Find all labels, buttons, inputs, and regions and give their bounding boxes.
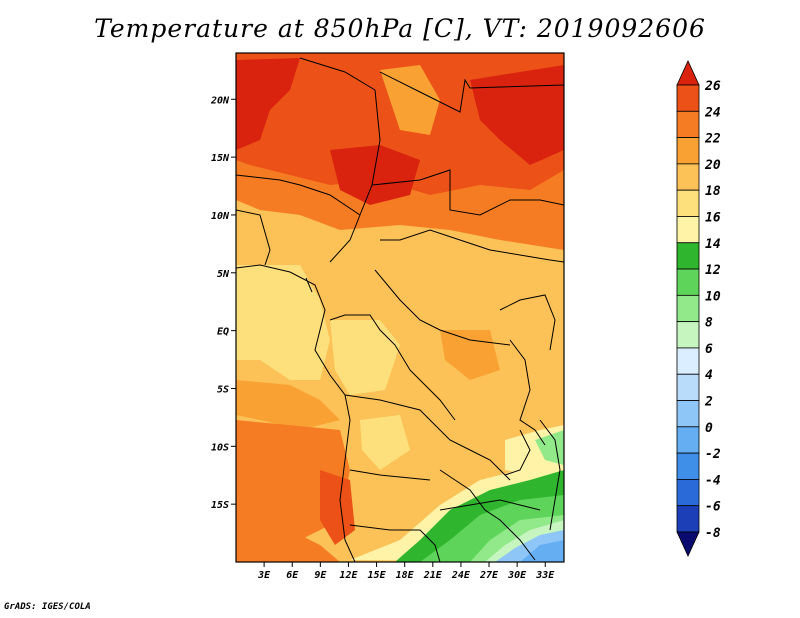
colorbar-label: 8	[705, 316, 713, 331]
lon-tick-label: 3E	[257, 570, 271, 581]
colorbar-label: 18	[705, 184, 721, 199]
colorbar-box	[676, 242, 700, 270]
colorbar-label: 0	[705, 421, 713, 436]
colorbar-label: 24	[704, 105, 721, 120]
lon-tick-label: 6E	[286, 570, 299, 581]
lon-tick-label: 27E	[479, 570, 499, 581]
colorbar-box	[676, 452, 700, 480]
colorbar-top-extension	[676, 60, 700, 86]
lon-tick-label: 30E	[507, 570, 527, 581]
colorbar-box	[676, 84, 700, 112]
colorbar-label: -8	[705, 526, 721, 541]
lat-tick-label: 10N	[211, 211, 230, 222]
colorbar-box	[676, 294, 700, 323]
lon-tick-label: 9E	[314, 570, 327, 581]
colorbar-label: 4	[705, 368, 713, 383]
lat-tick-label: EQ	[217, 327, 229, 338]
colorbar-box	[676, 400, 700, 428]
map-frame	[235, 52, 565, 563]
colorbar-label: 14	[705, 237, 721, 252]
colorbar-label: -2	[705, 447, 721, 462]
colorbar-box	[676, 137, 700, 165]
colorbar-bottom-extension	[676, 531, 700, 557]
colorbar-box	[676, 268, 700, 296]
colorbar-box	[676, 505, 700, 533]
colorbar-label: 12	[705, 263, 721, 278]
lon-tick-label: 21E	[423, 570, 443, 581]
colorbar-label: 22	[704, 132, 721, 147]
lat-tick-label: 10S	[211, 442, 229, 453]
lat-tick-label: 5N	[217, 269, 230, 280]
colorbar-box	[676, 479, 700, 507]
colorbar-label: 6	[705, 342, 713, 357]
colorbar-box	[676, 216, 700, 244]
colorbar-label: -6	[705, 500, 721, 515]
colorbar-label: 26	[704, 79, 721, 94]
plot-title: Temperature at 850hPa [C], VT: 201909260…	[94, 14, 706, 43]
colorbar-label: 2	[704, 395, 713, 410]
lon-tick-label: 33E	[535, 570, 555, 581]
lat-tick-label: 15S	[211, 500, 229, 511]
lon-tick-label: 24E	[451, 570, 471, 581]
longitude-axis: 3E 6E 9E 12E 15E 18E 21E 24E 27E 30E 33E	[257, 562, 555, 581]
colorbar-label: -4	[705, 473, 721, 488]
lat-tick-label: 20N	[210, 95, 230, 106]
colorbar-label: 16	[705, 210, 721, 225]
grads-credit: GrADS: IGES/COLA	[4, 602, 91, 612]
temperature-field	[236, 53, 564, 562]
lat-tick-label: 5S	[217, 384, 229, 395]
lon-tick-label: 15E	[368, 570, 387, 581]
lon-tick-label: 18E	[396, 570, 415, 581]
lat-tick-label: 15N	[211, 153, 230, 164]
country-borders	[236, 57, 564, 562]
colorbar-label: 10	[705, 289, 721, 304]
colorbar-box	[676, 163, 700, 191]
colorbar-label: 20	[704, 158, 721, 173]
colorbar-box	[676, 347, 700, 375]
colorbar-box	[676, 426, 700, 454]
lon-tick-label: 12E	[339, 570, 358, 581]
colorbar-box	[676, 189, 700, 217]
colorbar-box	[676, 373, 700, 401]
colorbar-box	[676, 110, 700, 138]
colorbar-box	[676, 321, 700, 349]
latitude-axis: 20N 15N 10N 5N EQ 5S 10S 15S	[210, 95, 236, 511]
